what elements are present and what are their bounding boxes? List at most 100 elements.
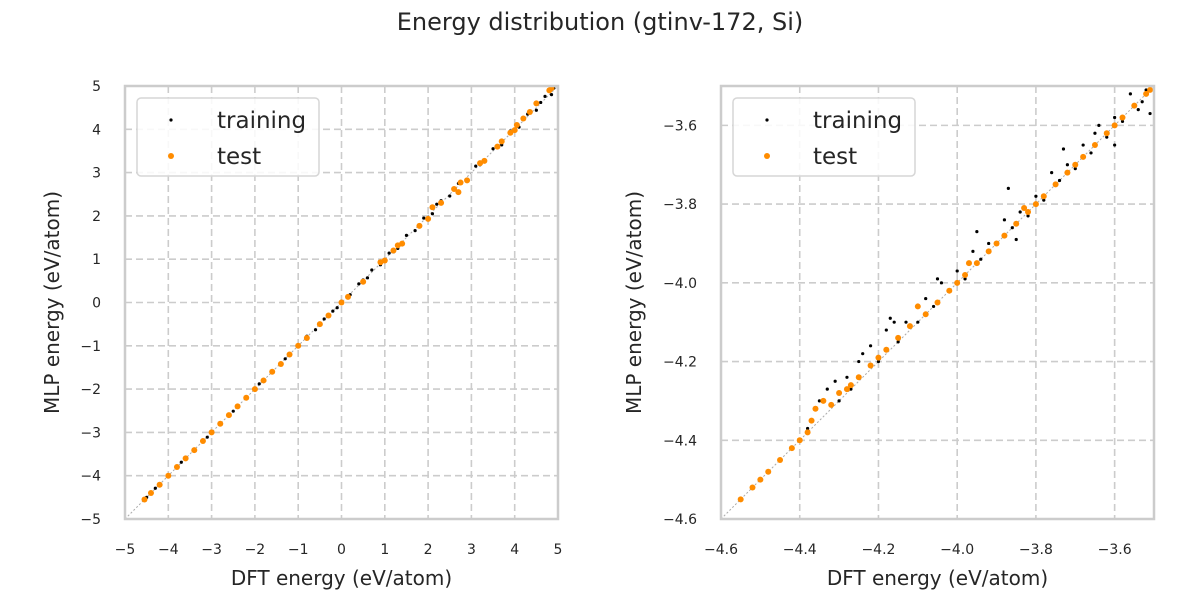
training-point [1089,151,1093,155]
y-tick-label: −5 [80,512,101,528]
test-point [788,445,795,452]
test-point [325,312,332,319]
x-tick-label: 0 [337,542,346,558]
test-point [234,403,241,410]
training-point [916,320,920,324]
x-tick-label: −5 [115,542,136,558]
test-point [156,481,163,488]
training-point [1097,123,1101,127]
x-tick-label: −4.4 [783,542,817,558]
y-tick-label: 0 [92,296,101,312]
test-point [749,484,756,491]
test-point [455,189,462,196]
x-axis-label: DFT energy (eV/atom) [827,566,1048,590]
x-tick-label: 1 [380,542,389,558]
x-tick-label: −3 [201,542,222,558]
test-point [173,464,180,471]
test-point [303,335,310,342]
panel-right: −4.6 −4.4 −4.2 −4.0 −3.8 −3.6 −4.6 −4.4 −4.2 −4.0… [622,84,1156,590]
test-point [1131,102,1138,109]
test-legend-marker [168,153,174,159]
training-point [322,317,326,321]
y-tick-label: 2 [92,209,101,225]
training-point [534,108,538,112]
test-point [922,311,929,318]
test-point [847,382,854,389]
training-point [335,306,339,310]
test-point [765,468,772,475]
training-point [857,359,861,364]
test-point [147,490,154,497]
training-point [257,382,261,386]
test-point [533,100,540,107]
training-point [404,233,409,237]
test-point [1001,232,1008,239]
training-point [435,202,439,206]
training-legend-marker [765,118,769,122]
test-point [191,447,198,454]
test-point [464,177,471,184]
test-point [438,199,445,206]
training-point [924,296,928,301]
test-point [895,334,902,341]
test-point [1021,205,1028,212]
test-point [277,360,284,367]
test-point [1040,193,1047,200]
y-tick-label: −4.4 [663,433,697,449]
test-point [1143,90,1150,97]
training-point [931,304,936,309]
y-tick-label: 5 [92,79,101,95]
training-point [313,328,318,332]
test-point [141,496,148,503]
test-point [199,438,206,445]
x-tick-label: −1 [288,542,309,558]
training-point [365,276,370,280]
test-point [828,401,835,408]
test-point [390,247,397,254]
training-point [1128,92,1132,96]
x-tick-label: −3.8 [1019,542,1053,558]
training-point [975,230,979,234]
y-tick-label: −2 [80,382,101,398]
training-point [935,277,940,281]
training-point [1140,100,1144,104]
test-point [914,303,921,310]
training-point [825,387,829,391]
data-layer [125,86,558,519]
test-point [1147,86,1154,93]
test-point [804,429,811,436]
test-point [429,204,436,211]
test-point [820,397,827,404]
test-point [165,472,172,479]
training-point [1061,147,1066,151]
y-tick-label: −1 [80,339,101,355]
test-point [338,299,345,306]
test-point [875,354,882,361]
training-point [1002,218,1007,222]
x-tick-label: 2 [424,542,433,558]
test-point [954,279,961,286]
y-tick-label: −4.0 [663,276,697,292]
training-point [884,328,888,332]
test-point [481,157,488,164]
test-point [286,351,293,358]
x-tick-label: −3.6 [1098,542,1132,558]
y-tick-label: −4.2 [663,355,697,371]
training-point [833,379,837,383]
test-point [260,377,267,384]
y-tick-label: −3 [80,425,101,441]
training-point [422,216,426,220]
training-point [413,229,417,233]
test-point [251,386,258,393]
training-point [1006,186,1010,190]
x-tick-label: −4.0 [940,542,974,558]
data-layer [721,86,1154,519]
test-point [548,86,555,92]
test-point [498,138,505,145]
y-tick-label: 3 [92,166,101,182]
test-point [208,429,215,436]
test-point [1119,114,1126,121]
test-point [1072,161,1079,168]
test-point [808,417,815,424]
